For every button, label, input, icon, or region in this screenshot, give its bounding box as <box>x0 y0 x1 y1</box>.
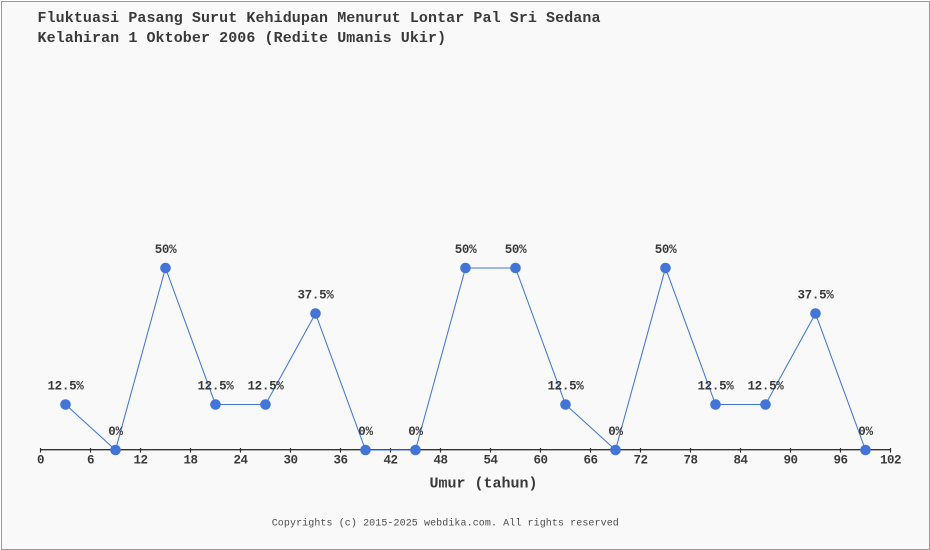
svg-text:0%: 0% <box>358 425 373 439</box>
svg-text:18: 18 <box>183 454 197 468</box>
svg-text:37.5%: 37.5% <box>297 289 334 303</box>
svg-text:50%: 50% <box>655 243 677 257</box>
svg-text:12.5%: 12.5% <box>47 380 84 394</box>
svg-text:66: 66 <box>583 454 597 468</box>
svg-text:50%: 50% <box>505 243 527 257</box>
svg-text:60: 60 <box>533 454 547 468</box>
svg-text:72: 72 <box>633 454 647 468</box>
svg-text:0%: 0% <box>608 425 623 439</box>
svg-text:90: 90 <box>783 454 797 468</box>
svg-text:30: 30 <box>283 454 297 468</box>
svg-text:Copyrights (c) 2015-2025 webdi: Copyrights (c) 2015-2025 webdika.com. Al… <box>272 518 619 530</box>
svg-text:12.5%: 12.5% <box>747 380 784 394</box>
svg-text:0%: 0% <box>858 425 873 439</box>
svg-text:Umur (tahun): Umur (tahun) <box>429 476 537 493</box>
svg-text:24: 24 <box>233 454 248 468</box>
svg-text:48: 48 <box>433 454 447 468</box>
svg-text:36: 36 <box>333 454 347 468</box>
svg-text:54: 54 <box>483 454 498 468</box>
svg-text:12.5%: 12.5% <box>197 380 234 394</box>
svg-text:78: 78 <box>683 454 697 468</box>
svg-text:102: 102 <box>880 454 901 468</box>
svg-text:42: 42 <box>383 454 397 468</box>
svg-text:50%: 50% <box>455 243 477 257</box>
svg-text:Kelahiran 1 Oktober 2006 (Redi: Kelahiran 1 Oktober 2006 (Redite Umanis … <box>38 30 447 47</box>
svg-text:0%: 0% <box>108 425 123 439</box>
svg-text:12: 12 <box>133 454 147 468</box>
svg-text:37.5%: 37.5% <box>797 289 834 303</box>
svg-text:6: 6 <box>87 454 94 468</box>
svg-text:12.5%: 12.5% <box>697 380 734 394</box>
svg-text:96: 96 <box>833 454 847 468</box>
svg-text:0%: 0% <box>408 425 423 439</box>
svg-text:84: 84 <box>733 454 748 468</box>
svg-text:0: 0 <box>37 454 44 468</box>
svg-text:50%: 50% <box>155 243 177 257</box>
svg-text:Fluktuasi Pasang Surut Kehidup: Fluktuasi Pasang Surut Kehidupan Menurut… <box>38 10 601 27</box>
svg-text:12.5%: 12.5% <box>547 380 584 394</box>
svg-text:12.5%: 12.5% <box>247 380 284 394</box>
